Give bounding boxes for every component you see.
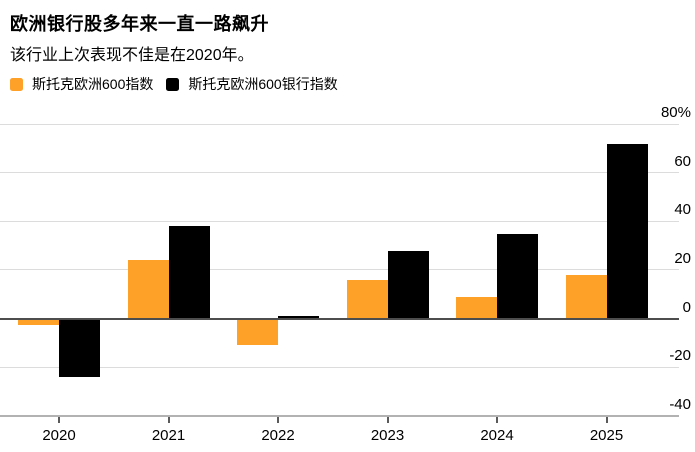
gridline (0, 172, 679, 174)
chart-title: 欧洲银行股多年来一直一路飙升 (10, 14, 269, 34)
y-axis-label: -40 (669, 395, 691, 413)
x-axis-label: 2022 (261, 427, 295, 444)
bar-banks-2020 (59, 318, 100, 377)
x-axis-tick (496, 417, 498, 423)
gridline (0, 366, 679, 368)
chart-subtitle: 该行业上次表现不佳是在2020年。 (10, 47, 254, 64)
y-axis-label: 40 (674, 201, 691, 219)
bar-stoxx600-2020 (18, 318, 59, 325)
x-axis-tick (167, 417, 170, 423)
gridline (0, 123, 679, 125)
legend: 斯托克欧洲600指数 斯托克欧洲600银行指数 (10, 74, 338, 94)
y-axis-label: 60 (674, 152, 691, 170)
bar-banks-2024 (497, 233, 538, 319)
legend-swatch-banks-icon (166, 77, 180, 91)
bar-banks-2025 (606, 143, 648, 319)
zero-line (0, 317, 679, 320)
bar-banks-2021 (168, 226, 210, 319)
legend-label-banks: 斯托克欧洲600银行指数 (188, 76, 338, 92)
bar-banks-2023 (387, 250, 429, 319)
y-axis-label: 80% (660, 104, 691, 122)
x-axis-label: 2020 (42, 427, 76, 444)
bar-stoxx600-2023 (346, 279, 388, 319)
x-axis-tick (605, 417, 608, 423)
gridline (0, 269, 679, 271)
bar-stoxx600-2021 (127, 260, 169, 319)
gridline (0, 414, 679, 417)
legend-label-stoxx600: 斯托克欧洲600指数 (32, 76, 154, 92)
legend-swatch-stoxx600-icon (10, 77, 23, 91)
y-axis-label: 20 (674, 249, 691, 267)
legend-item-stoxx600: 斯托克欧洲600指数 (10, 74, 153, 94)
x-axis-label: 2024 (480, 427, 514, 444)
x-axis-label: 2025 (589, 427, 624, 444)
y-axis-label: -20 (669, 347, 691, 365)
x-axis-label: 2023 (370, 427, 405, 444)
bar-stoxx600-2022 (237, 318, 278, 346)
bar-stoxx600-2025 (565, 274, 607, 319)
legend-item-banks: 斯托克欧洲600银行指数 (166, 74, 338, 94)
bar-banks-2022 (278, 316, 319, 319)
x-axis-tick (58, 417, 60, 423)
bar-stoxx600-2024 (456, 296, 497, 319)
y-axis-label: 0 (682, 298, 691, 316)
x-axis-tick (386, 417, 389, 423)
gridline (0, 220, 679, 222)
x-axis-tick (277, 417, 279, 423)
x-axis-label: 2021 (151, 427, 186, 444)
